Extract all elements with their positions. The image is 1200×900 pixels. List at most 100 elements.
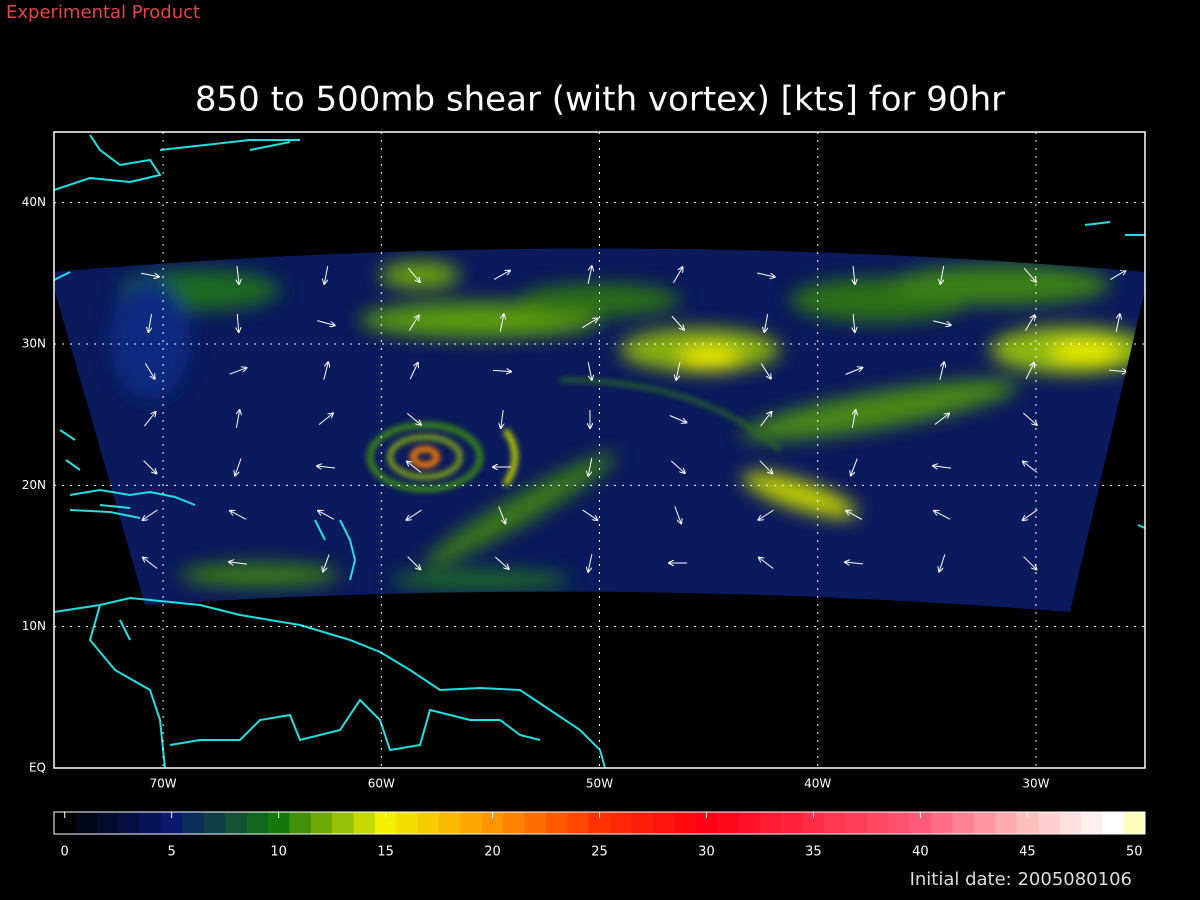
wind-arrow bbox=[1111, 556, 1124, 569]
wind-arrow bbox=[582, 509, 598, 520]
wind-arrow bbox=[587, 266, 592, 284]
y-tick-label: 10N bbox=[22, 619, 46, 633]
colorbar-cell bbox=[524, 812, 547, 834]
wind-arrow bbox=[235, 458, 242, 476]
wind-arrow bbox=[499, 314, 504, 332]
wind-arrow bbox=[407, 462, 422, 473]
colorbar-cell bbox=[225, 812, 248, 834]
x-tick-label: 50W bbox=[586, 777, 613, 791]
colorbar-cell bbox=[289, 812, 312, 834]
wind-arrow bbox=[759, 558, 774, 569]
colorbar-cell bbox=[866, 812, 889, 834]
colorbar-cell bbox=[396, 812, 419, 834]
colorbar-cell bbox=[952, 812, 975, 834]
wind-arrow bbox=[1114, 506, 1122, 524]
wind-arrow bbox=[758, 509, 774, 520]
wind-arrow bbox=[407, 556, 421, 570]
wind-arrow bbox=[760, 412, 772, 427]
wind-arrow bbox=[143, 558, 158, 569]
product-note: Experimental Product bbox=[6, 2, 200, 23]
colorbar-cell bbox=[118, 812, 141, 834]
wind-arrow bbox=[494, 556, 508, 569]
colorbar-cell bbox=[353, 812, 376, 834]
wind-arrow bbox=[934, 413, 949, 425]
initial-date: Initial date: 2005080106 bbox=[910, 869, 1132, 890]
map-area bbox=[54, 132, 1145, 768]
colorbar-cell bbox=[588, 812, 611, 834]
colorbar-cell bbox=[481, 812, 504, 834]
wind-arrow bbox=[852, 410, 855, 428]
colorbar-cell bbox=[781, 812, 804, 834]
wind-arrow bbox=[501, 410, 503, 428]
colorbar-cell bbox=[75, 812, 98, 834]
colorbar-cell bbox=[931, 812, 953, 834]
wind-arrow bbox=[323, 362, 328, 380]
wind-arrow bbox=[939, 362, 944, 380]
colorbar-tick-label: 10 bbox=[270, 845, 287, 860]
colorbar-cell bbox=[1038, 812, 1060, 834]
coastline bbox=[54, 134, 1145, 768]
colorbar-cell bbox=[460, 812, 483, 834]
wind-arrow bbox=[317, 466, 336, 468]
colorbar-cell bbox=[1102, 812, 1125, 834]
wind-arrow bbox=[1023, 509, 1038, 520]
x-tick-label: 70W bbox=[150, 777, 177, 791]
colorbar-cell bbox=[182, 812, 205, 834]
colorbar-cell bbox=[674, 812, 697, 834]
colorbar-cell bbox=[738, 812, 761, 834]
wind-arrow bbox=[588, 458, 593, 476]
colorbar-cell bbox=[695, 812, 718, 834]
wind-arrow bbox=[1024, 315, 1034, 331]
wind-arrow bbox=[236, 410, 239, 428]
colorbar-tick-label: 35 bbox=[805, 845, 822, 860]
wind-arrow bbox=[669, 415, 687, 423]
colorbar-cell bbox=[1080, 812, 1103, 834]
wind-arrow bbox=[853, 313, 855, 332]
wind-arrow bbox=[845, 368, 863, 375]
colorbar-cell bbox=[439, 812, 461, 834]
colorbar-tick-label: 5 bbox=[168, 845, 176, 860]
wind-arrow bbox=[934, 511, 951, 520]
wind-arrow bbox=[845, 562, 864, 564]
colorbar-cell bbox=[1016, 812, 1039, 834]
colorbar-tick-label: 40 bbox=[912, 845, 929, 860]
wind-arrow bbox=[933, 320, 950, 325]
wind-arrow bbox=[853, 265, 855, 284]
wind-arrow bbox=[764, 314, 767, 332]
wind-arrow bbox=[1022, 412, 1036, 425]
y-tick-label: EQ bbox=[29, 761, 46, 775]
colorbar-tick-label: 20 bbox=[484, 845, 501, 860]
colorbar-cell bbox=[246, 812, 269, 834]
wind-arrow bbox=[141, 272, 159, 277]
wind-arrow bbox=[237, 313, 238, 332]
colorbar-cell bbox=[802, 812, 825, 834]
wind-arrow bbox=[1117, 410, 1119, 428]
wind-arrow bbox=[676, 362, 681, 380]
wind-arrow bbox=[1115, 314, 1120, 332]
x-tick-label: 40W bbox=[804, 777, 831, 791]
wind-arrow bbox=[674, 506, 681, 524]
colorbar-cell bbox=[717, 812, 740, 834]
wind-arrow bbox=[318, 511, 335, 520]
colorbar-cell bbox=[417, 812, 440, 834]
wind-arrow bbox=[671, 315, 684, 329]
wind-arrow bbox=[498, 506, 506, 524]
wind-arrow bbox=[144, 412, 155, 427]
colorbar-cell bbox=[610, 812, 633, 834]
x-tick-label: 30W bbox=[1022, 777, 1049, 791]
x-tick-label: 60W bbox=[368, 777, 395, 791]
wind-arrow bbox=[237, 266, 239, 284]
wind-arrow bbox=[757, 272, 775, 277]
colorbar-cell bbox=[909, 812, 932, 834]
map-title: 850 to 500mb shear (with vortex) [kts] f… bbox=[195, 80, 1005, 120]
wind-arrow bbox=[851, 458, 858, 476]
colorbar-cell bbox=[310, 812, 333, 834]
colorbar-cell bbox=[160, 812, 183, 834]
wind-arrow bbox=[143, 460, 157, 474]
colorbar-cell bbox=[995, 812, 1018, 834]
wind-arrow bbox=[582, 318, 597, 329]
wind-arrow bbox=[940, 266, 943, 284]
wind-arrow bbox=[493, 271, 510, 280]
wind-arrow bbox=[1023, 462, 1038, 473]
wind-arrow bbox=[933, 466, 951, 468]
